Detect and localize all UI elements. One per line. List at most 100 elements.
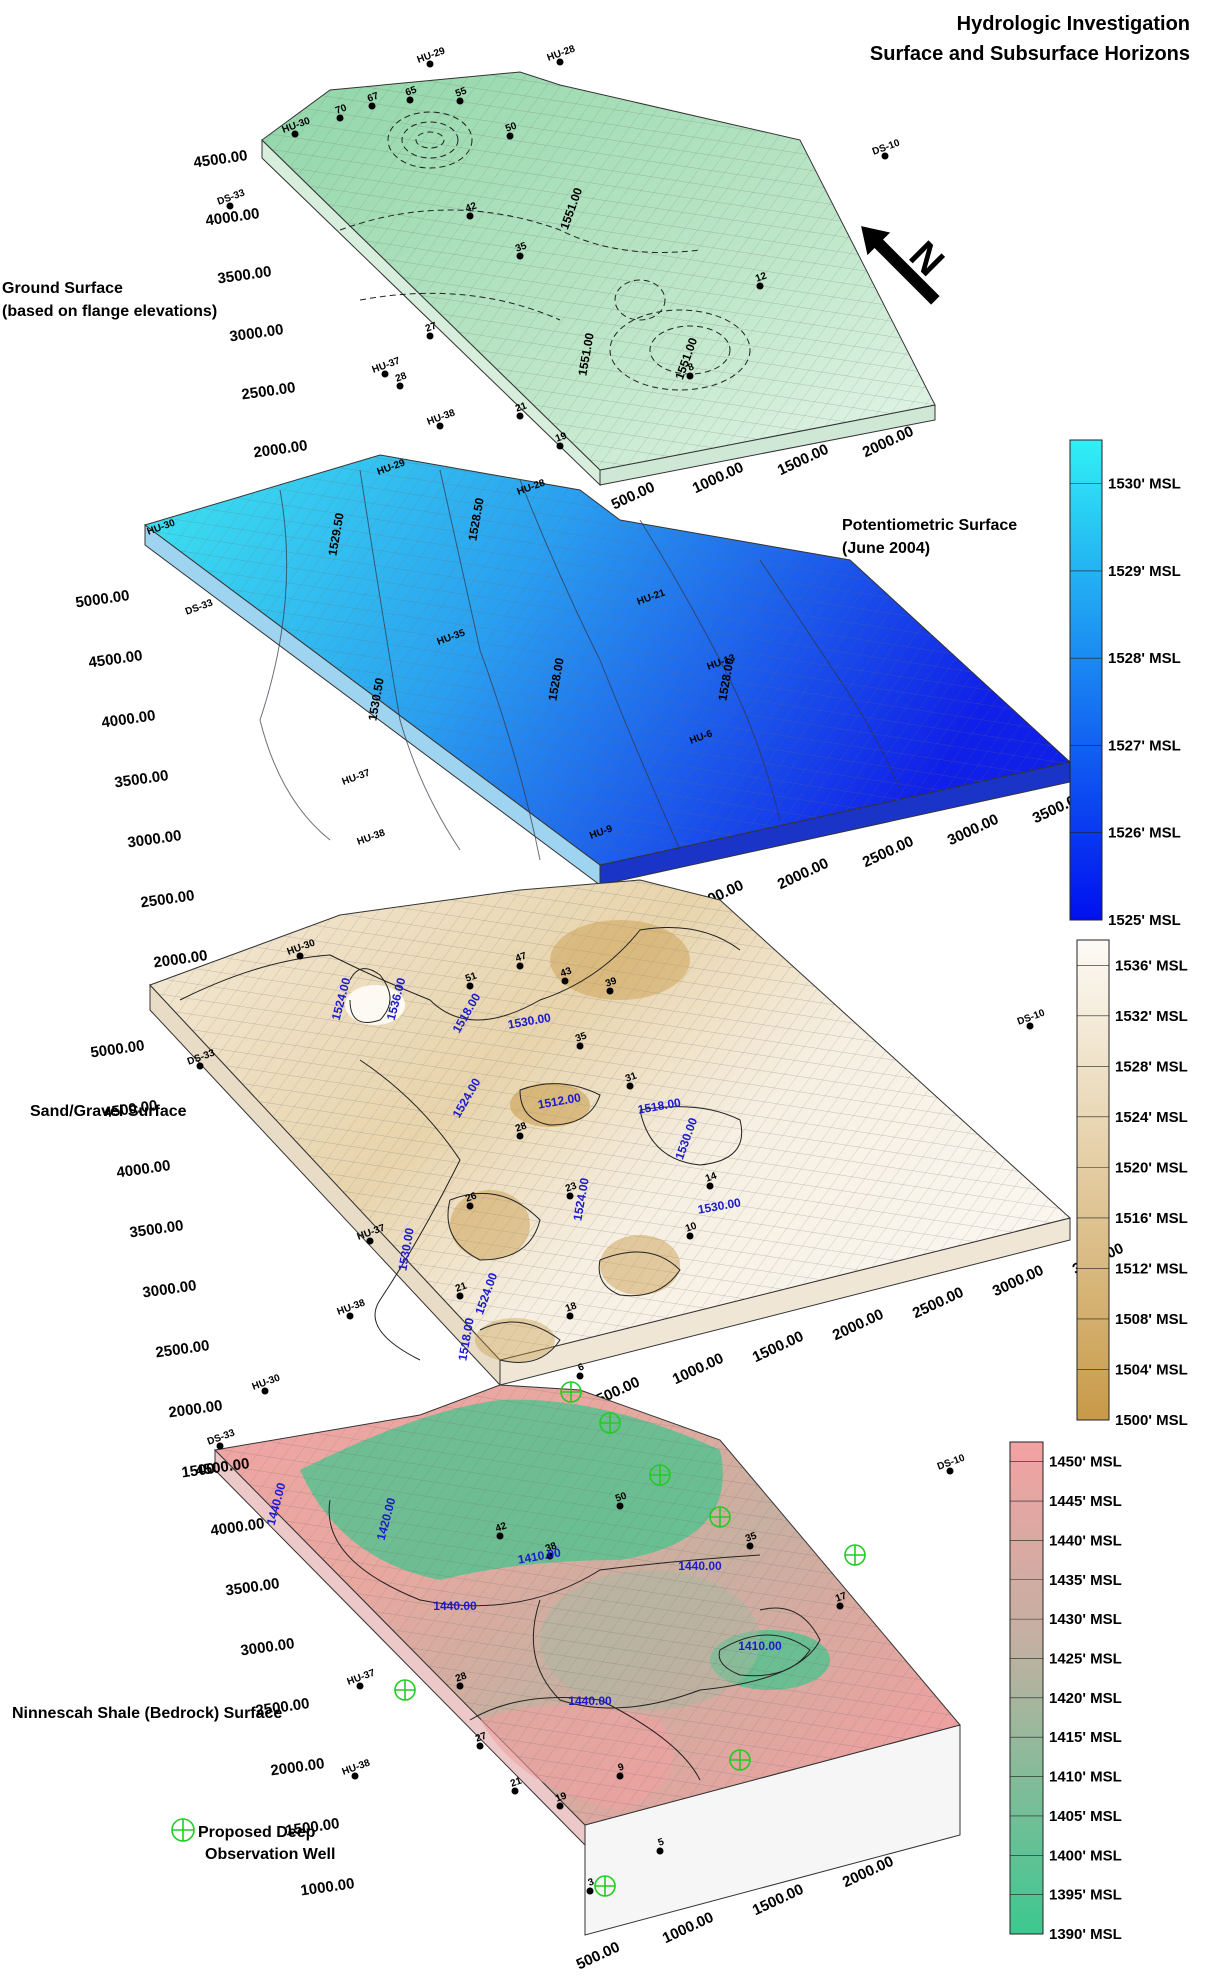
contour-label: 1440.00 bbox=[678, 1559, 722, 1573]
well-marker bbox=[556, 1802, 564, 1810]
well-label: 55 bbox=[454, 85, 469, 99]
well-label: 28 bbox=[514, 1120, 529, 1134]
legend-label: 1512' MSL bbox=[1115, 1260, 1188, 1277]
well-label: 47 bbox=[514, 950, 529, 964]
proposed-well-icon bbox=[729, 1749, 751, 1771]
legend-label: 1529' MSL bbox=[1108, 563, 1181, 580]
well-marker bbox=[546, 1552, 554, 1560]
potentiometric-label-1: Potentiometric Surface bbox=[842, 517, 1017, 534]
well-label: 26 bbox=[464, 1190, 479, 1204]
well-label: 31 bbox=[624, 1070, 639, 1084]
x-tick-label: 3000.00 bbox=[945, 811, 1001, 849]
x-tick-label: 2000.00 bbox=[830, 1306, 886, 1344]
well-label: 3 bbox=[587, 1876, 596, 1888]
well-marker bbox=[686, 372, 694, 380]
y-tick-label: 4000.00 bbox=[115, 1157, 171, 1181]
y-tick-label: 3500.00 bbox=[128, 1217, 184, 1241]
well-marker bbox=[576, 1372, 584, 1380]
well-label: 27 bbox=[424, 320, 439, 334]
well-label: 42 bbox=[494, 1520, 509, 1534]
well-marker bbox=[196, 1062, 204, 1070]
legend-label: 1526' MSL bbox=[1108, 825, 1181, 842]
legend-label: 1435' MSL bbox=[1049, 1572, 1122, 1589]
well-marker bbox=[881, 152, 889, 160]
proposed-well-legend-icon bbox=[171, 1818, 195, 1842]
well-marker bbox=[351, 1772, 359, 1780]
legend-label: 1395' MSL bbox=[1049, 1887, 1122, 1904]
well-label: 6 bbox=[577, 1361, 586, 1373]
sand-contours bbox=[179, 927, 743, 1363]
well-label: 19 bbox=[554, 1790, 569, 1804]
well-label: HU-38 bbox=[356, 827, 387, 847]
well-label: 67 bbox=[366, 90, 381, 104]
well-marker bbox=[516, 1132, 524, 1140]
x-tick-label: 2500.00 bbox=[910, 1284, 966, 1322]
sand-color-legend: 1536' MSL 1532' MSL 1528' MSL 1524' MSL 1520… bbox=[1076, 939, 1188, 1429]
shale-color-legend: 1450' MSL 1445' MSL 1440' MSL 1435' MSL 1430… bbox=[1009, 1441, 1122, 1943]
well-marker bbox=[368, 102, 376, 110]
well-marker bbox=[576, 1042, 584, 1050]
well-marker bbox=[586, 1887, 594, 1895]
x-tick-label: 2000.00 bbox=[775, 855, 831, 893]
legend-label: 1527' MSL bbox=[1108, 737, 1181, 754]
proposed-well-legend-line-2: Observation Well bbox=[205, 1846, 335, 1863]
well-marker bbox=[616, 1502, 624, 1510]
sand-label-1: Sand/Gravel Surface bbox=[30, 1103, 187, 1120]
well-marker bbox=[456, 97, 464, 105]
legend-label: 1528' MSL bbox=[1108, 650, 1181, 667]
well-marker bbox=[566, 1192, 574, 1200]
well-marker bbox=[291, 130, 299, 138]
y-tick-label: 3000.00 bbox=[126, 827, 182, 851]
y-tick-label: 3000.00 bbox=[239, 1635, 295, 1659]
shale-contours bbox=[328, 1499, 821, 1781]
y-tick-label: 2500.00 bbox=[154, 1337, 210, 1361]
proposed-well-icon bbox=[649, 1464, 671, 1486]
y-tick-label: 3500.00 bbox=[216, 263, 272, 287]
well-marker bbox=[396, 382, 404, 390]
legend-label: 1390' MSL bbox=[1049, 1926, 1122, 1943]
well-label: 70 bbox=[334, 102, 349, 116]
well-marker bbox=[606, 987, 614, 995]
y-tick-label: 4500.00 bbox=[87, 647, 143, 671]
sand-gravel-surface-layer: Sand/Gravel Surface 5000.004500.004000.0… bbox=[30, 879, 1188, 1482]
legend-color-bar bbox=[1009, 1441, 1044, 1935]
y-tick-label: 4500.00 bbox=[192, 147, 248, 171]
potentiometric-contours bbox=[259, 469, 901, 861]
well-marker bbox=[466, 1202, 474, 1210]
legend-label: 1420' MSL bbox=[1049, 1690, 1122, 1707]
well-label: 21 bbox=[454, 1280, 469, 1294]
legend-label: 1536' MSL bbox=[1115, 957, 1188, 974]
legend-label: 1520' MSL bbox=[1115, 1159, 1188, 1176]
well-label: 50 bbox=[504, 120, 519, 134]
well-label: 17 bbox=[834, 1590, 849, 1604]
potentiometric-label-2: (June 2004) bbox=[842, 540, 930, 557]
well-marker bbox=[516, 252, 524, 260]
legend-label: 1400' MSL bbox=[1049, 1847, 1122, 1864]
legend-label: 1508' MSL bbox=[1115, 1311, 1188, 1328]
shale-surface-layer: Ninnescah Shale (Bedrock) Surface 4500.0… bbox=[12, 1372, 1122, 1973]
well-label: 42 bbox=[464, 200, 479, 214]
well-label: 12 bbox=[754, 270, 769, 284]
well-label: 10 bbox=[684, 1220, 699, 1234]
well-label: 38 bbox=[544, 1540, 559, 1554]
legend-label: 1516' MSL bbox=[1115, 1210, 1188, 1227]
well-marker bbox=[836, 1602, 844, 1610]
y-tick-label: 2000.00 bbox=[269, 1755, 325, 1779]
legend-label: 1500' MSL bbox=[1115, 1412, 1188, 1429]
well-marker bbox=[436, 422, 444, 430]
well-marker bbox=[506, 132, 514, 140]
well-marker bbox=[466, 982, 474, 990]
y-tick-label: 5000.00 bbox=[74, 587, 130, 611]
well-label: 18 bbox=[564, 1300, 579, 1314]
legend-label: 1430' MSL bbox=[1049, 1611, 1122, 1628]
well-marker bbox=[656, 1847, 664, 1855]
proposed-well-icon bbox=[599, 1412, 621, 1434]
ground-label-1: Ground Surface bbox=[2, 280, 123, 297]
well-label: 21 bbox=[509, 1775, 524, 1789]
legend-label: 1525' MSL bbox=[1108, 912, 1181, 929]
legend-color-bar bbox=[1069, 439, 1103, 921]
legend-label: 1528' MSL bbox=[1115, 1058, 1188, 1075]
well-label: 8 bbox=[687, 361, 696, 373]
well-marker bbox=[426, 60, 434, 68]
